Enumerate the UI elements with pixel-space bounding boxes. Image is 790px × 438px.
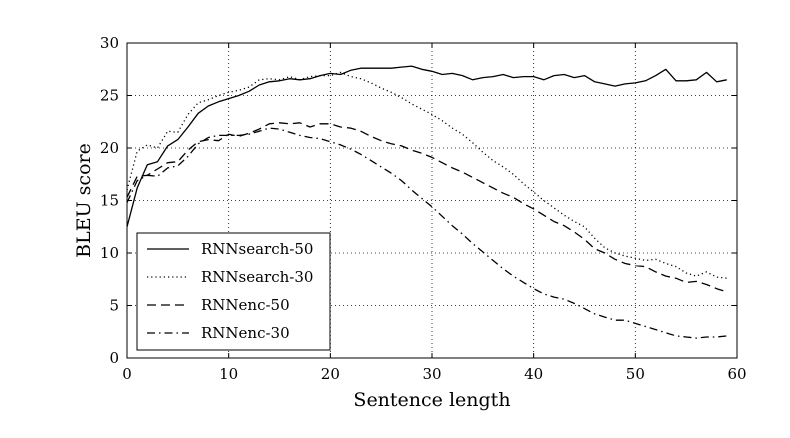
y-axis-title: BLEU score [73,143,95,258]
legend-label: RNNsearch-30 [201,268,313,286]
legend-label: RNNsearch-50 [201,240,313,258]
x-axis-title: Sentence length [353,389,510,411]
x-tick-label: 20 [321,365,340,383]
y-tick-label: 0 [109,349,119,367]
series-lines [127,65,727,339]
x-tick-label: 0 [122,365,132,383]
axis-ticks: 0 10 20 30 40 50 60 0 5 10 15 20 25 30 [100,34,747,383]
x-tick-label: 50 [626,365,645,383]
series-line-rnnenc-30 [127,127,727,339]
legend-box [136,232,331,351]
legend: RNNsearch-50 RNNsearch-30 RNNenc-50 RNNenc-… [136,232,331,351]
x-tick-label: 40 [524,365,543,383]
x-tick-label: 10 [219,365,238,383]
y-tick-label: 20 [100,139,119,157]
x-tick-label: 30 [422,365,441,383]
x-tick-label: 60 [727,365,746,383]
legend-label: RNNenc-50 [201,296,290,314]
y-tick-label: 15 [100,192,119,210]
y-tick-label: 10 [100,244,119,262]
y-tick-label: 5 [109,297,119,315]
grid-lines [127,43,737,358]
legend-label: RNNenc-30 [201,324,290,342]
y-tick-label: 30 [100,34,119,52]
y-tick-label: 25 [100,87,119,105]
series-line-rnnsearch-30 [127,71,727,279]
series-line-rnnsearch-50 [127,65,727,227]
